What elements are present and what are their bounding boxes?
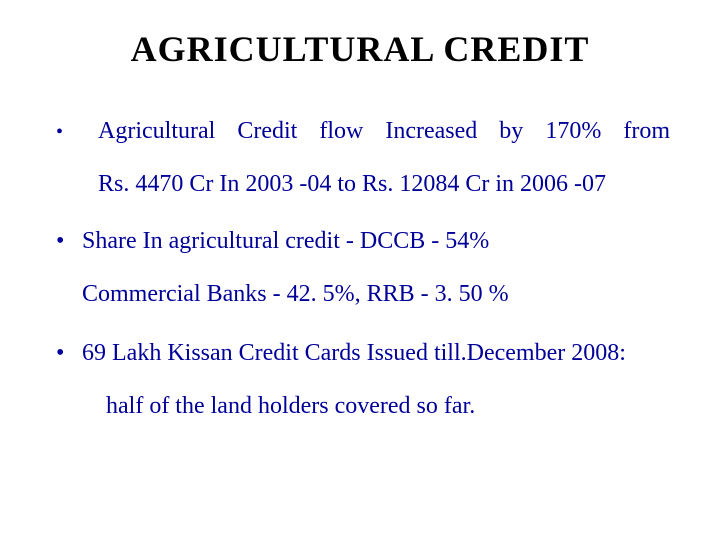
bullet-text: 69 Lakh Kissan Credit Cards Issued till.… bbox=[82, 340, 626, 367]
bullet-continuation: half of the land holders covered so far. bbox=[106, 393, 670, 420]
bullet-item-2: • Share In agricultural credit - DCCB - … bbox=[50, 228, 670, 308]
bullet-marker-icon: • bbox=[50, 228, 82, 255]
bullet-row: • 69 Lakh Kissan Credit Cards Issued til… bbox=[50, 340, 670, 367]
bullet-text: Agricultural Credit flow Increased by 17… bbox=[98, 118, 670, 145]
bullet-text: Share In agricultural credit - DCCB - 54… bbox=[82, 228, 489, 255]
bullet-row: • Share In agricultural credit - DCCB - … bbox=[50, 228, 670, 255]
bullet-item-1: • Agricultural Credit flow Increased by … bbox=[50, 118, 670, 198]
slide-title: AGRICULTURAL CREDIT bbox=[50, 28, 670, 70]
bullet-marker-icon: • bbox=[50, 121, 98, 144]
bullet-continuation: Commercial Banks - 42. 5%, RRB - 3. 50 % bbox=[82, 281, 670, 308]
bullet-row: • Agricultural Credit flow Increased by … bbox=[50, 118, 670, 145]
bullet-continuation: Rs. 4470 Cr In 2003 -04 to Rs. 12084 Cr … bbox=[98, 171, 670, 198]
bullet-marker-icon: • bbox=[50, 340, 82, 367]
bullet-item-3: • 69 Lakh Kissan Credit Cards Issued til… bbox=[50, 340, 670, 420]
